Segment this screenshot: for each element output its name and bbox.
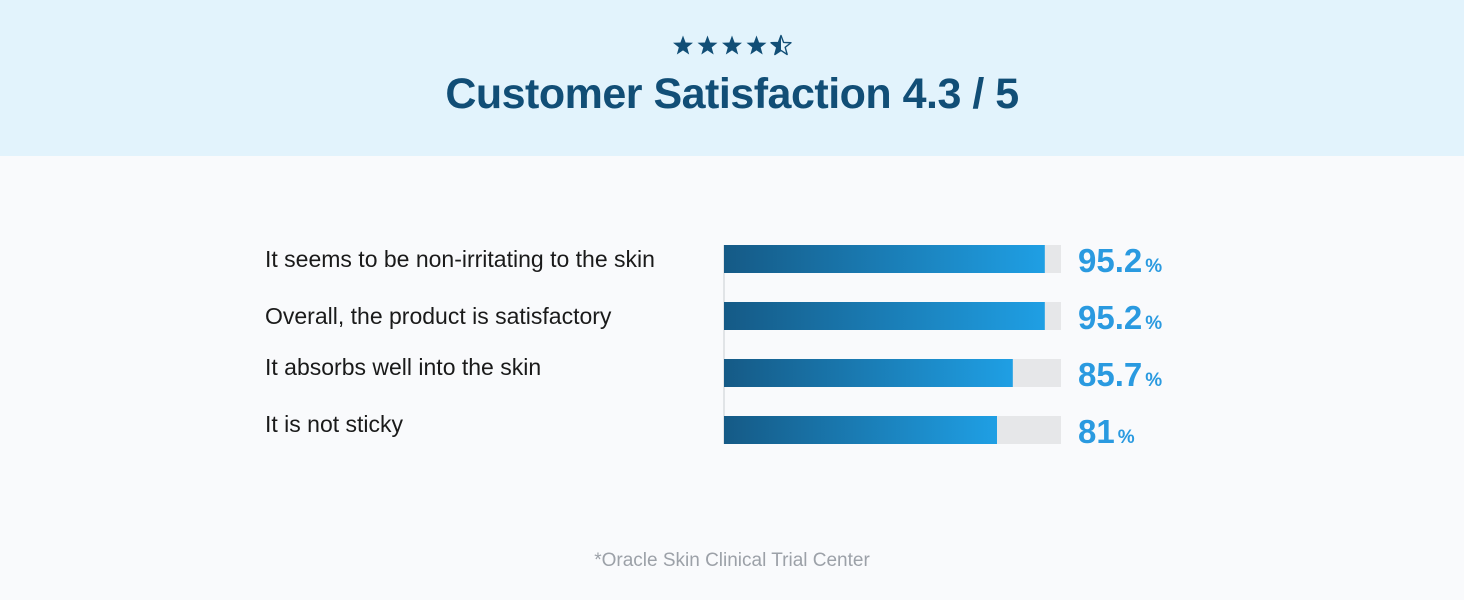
header-banner: Customer Satisfaction 4.3 / 5: [0, 0, 1464, 156]
bar-value-label: 95.2%: [1078, 242, 1162, 279]
bar-fill: [724, 302, 1045, 330]
bar-value-unit: %: [1118, 427, 1135, 448]
star-rating: [0, 30, 1464, 62]
star-half-icon: [771, 35, 781, 55]
bar-value-number: 95.2: [1078, 299, 1142, 336]
category-label: Overall, the product is satisfactory: [265, 303, 612, 329]
page-title: Customer Satisfaction 4.3 / 5: [445, 70, 1019, 118]
star-full-icon: [673, 35, 693, 55]
bar-value-unit: %: [1145, 313, 1162, 334]
bar-value-number: 81: [1078, 413, 1115, 450]
star-rating-icons: [673, 34, 792, 56]
bar-value-unit: %: [1145, 370, 1162, 391]
star-full-icon: [722, 35, 742, 55]
category-label: It seems to be non-irritating to the ski…: [265, 246, 655, 272]
bar-value-number: 85.7: [1078, 356, 1142, 393]
bar-value-label: 85.7%: [1078, 356, 1162, 393]
star-full-icon: [746, 35, 767, 55]
bar-value-label: 95.2%: [1078, 299, 1162, 336]
bar-fill: [724, 245, 1045, 273]
bar-value-unit: %: [1145, 256, 1162, 277]
bar-fill: [724, 416, 997, 444]
star-full-icon: [697, 35, 718, 55]
source-footnote: *Oracle Skin Clinical Trial Center: [594, 550, 870, 571]
category-label: It absorbs well into the skin: [265, 354, 541, 380]
bar-value-label: 81%: [1078, 413, 1135, 450]
bar-value-number: 95.2: [1078, 242, 1142, 279]
star-half-outline-icon: [770, 34, 792, 56]
bar-fill: [724, 359, 1013, 387]
category-label: It is not sticky: [265, 411, 404, 437]
